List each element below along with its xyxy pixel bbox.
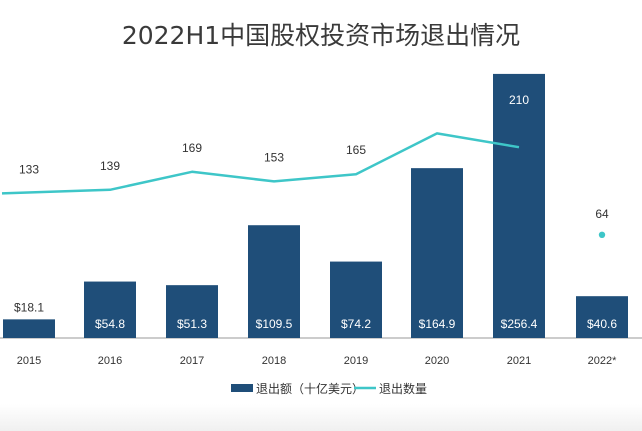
line-label-2017: 169 xyxy=(182,141,202,155)
bar-label-2020: $164.9 xyxy=(419,317,456,331)
bar-label-2021: $256.4 xyxy=(501,317,538,331)
bar-2019 xyxy=(330,261,382,338)
bar-2015 xyxy=(3,319,55,338)
ticks-layer: 2015 2016 2017 2018 2019 2020 2021 2022* xyxy=(17,355,617,367)
exit-count-line xyxy=(1,132,520,195)
bar-2018 xyxy=(248,225,300,338)
x-tick-2017: 2017 xyxy=(180,355,204,367)
bar-label-2019: $74.2 xyxy=(341,317,371,331)
x-tick-2015: 2015 xyxy=(17,355,41,367)
bar-2017 xyxy=(166,285,218,338)
x-tick-2021: 2021 xyxy=(507,355,531,367)
line-label-2018: 153 xyxy=(264,150,284,164)
line-label-2021: 210 xyxy=(509,93,529,107)
chart-title: 2022H1中国股权投资市场退出情况 xyxy=(121,21,521,50)
bar-label-2015: $18.1 xyxy=(14,300,44,314)
line-label-2016: 139 xyxy=(100,159,120,173)
x-tick-2018: 2018 xyxy=(262,355,286,367)
exit-count-point-2022 xyxy=(598,231,606,238)
line-label-2015: 133 xyxy=(19,162,39,176)
bar-2020 xyxy=(411,168,463,338)
bar-label-2022: $40.6 xyxy=(587,317,617,331)
x-tick-2016: 2016 xyxy=(98,355,122,367)
legend-label-bars: 退出额（十亿美元） xyxy=(256,381,364,396)
line-label-2019: 165 xyxy=(346,143,366,157)
x-tick-2019: 2019 xyxy=(344,355,368,367)
bar-2016 xyxy=(84,281,136,338)
legend-label-line: 退出数量 xyxy=(379,381,427,396)
footer-band xyxy=(0,404,642,431)
line-label-2022: 64 xyxy=(595,207,609,221)
bar-label-2016: $54.8 xyxy=(95,317,125,331)
chart-legend: 退出额（十亿美元） 退出数量 xyxy=(231,381,427,396)
legend-swatch-bars xyxy=(231,384,253,392)
bar-label-2017: $51.3 xyxy=(177,317,207,331)
bar-label-2018: $109.5 xyxy=(256,317,293,331)
x-tick-2022: 2022* xyxy=(588,355,617,367)
bars-layer: $18.1 $54.8 $51.3 $109.5 $74.2 $164.9 $256.4 $4… xyxy=(3,73,628,339)
line-layer: 133 139 169 153 165 210 64 xyxy=(1,93,609,238)
x-tick-2020: 2020 xyxy=(425,355,449,367)
bar-2021 xyxy=(493,73,545,339)
bar-2022 xyxy=(576,296,628,338)
